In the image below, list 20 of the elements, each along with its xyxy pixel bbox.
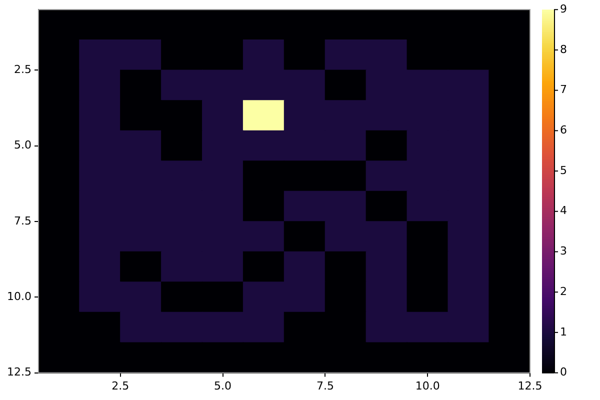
color-bar-label: 2 xyxy=(560,284,567,298)
color-bar-label: 9 xyxy=(560,2,567,16)
color-bar-label: 7 xyxy=(560,83,567,96)
color-bar-label: 8 xyxy=(560,42,567,56)
y-tick-label: 7.5 xyxy=(14,214,32,228)
y-tick-label: 5.0 xyxy=(14,138,32,152)
x-tick-label: 7.5 xyxy=(316,379,334,392)
color-bar-label: 5 xyxy=(560,164,567,177)
x-tick-label: 10.0 xyxy=(415,379,440,392)
color-bar-label: 4 xyxy=(560,204,567,218)
y-tick-label: 12.5 xyxy=(6,366,32,379)
color-bar-label: 3 xyxy=(560,244,567,258)
y-tick-label: 10.0 xyxy=(6,290,32,303)
color-bar-label: 6 xyxy=(560,124,567,137)
color-bar-label: 1 xyxy=(560,325,567,338)
y-tick-label: 2.5 xyxy=(14,62,32,76)
x-tick-label: 12.5 xyxy=(518,379,542,392)
x-tick-label: 5.0 xyxy=(214,379,232,392)
x-tick-label: 2.5 xyxy=(112,379,130,392)
color-bar-label: 0 xyxy=(560,366,567,379)
